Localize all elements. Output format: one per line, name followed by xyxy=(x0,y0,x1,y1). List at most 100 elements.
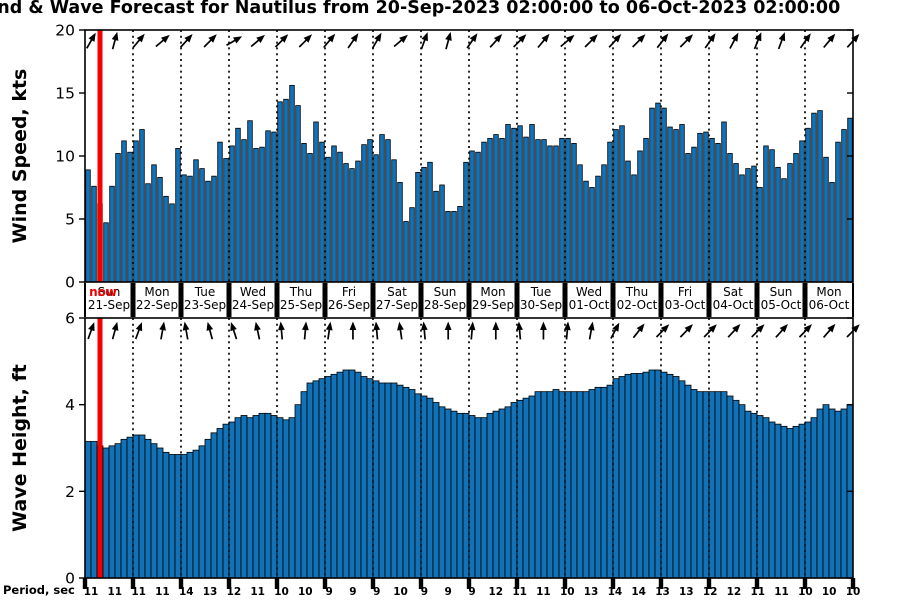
wave-bar xyxy=(474,417,482,579)
wind-bar xyxy=(223,158,229,283)
wind-bar xyxy=(769,149,775,283)
period-value: 9 xyxy=(468,586,475,598)
bottom-day-tick xyxy=(706,578,712,589)
period-value: 14 xyxy=(608,586,623,598)
wind-bar xyxy=(493,134,499,283)
wave-bar xyxy=(792,425,800,579)
wave-bar xyxy=(240,415,248,579)
wind-bar xyxy=(679,124,685,283)
day-name-label: Wed xyxy=(240,285,266,299)
wind-y-tick-label: 20 xyxy=(55,22,75,40)
wind-bar xyxy=(457,205,463,283)
wind-bar xyxy=(409,207,415,283)
wind-bar xyxy=(733,163,739,283)
wave-bar xyxy=(456,412,464,579)
wind-direction-arrow xyxy=(111,31,119,50)
wind-direction-arrow xyxy=(393,34,408,48)
day-divider xyxy=(466,283,472,317)
wind-direction-arrow xyxy=(203,34,217,48)
wave-bar xyxy=(114,443,122,579)
day-name-label: Mon xyxy=(144,285,169,299)
wind-bar xyxy=(637,150,643,283)
wave-bar xyxy=(432,402,440,579)
wave-bar xyxy=(630,373,638,579)
wave-direction-arrows xyxy=(87,321,860,340)
period-value: 12 xyxy=(227,586,242,598)
wind-bar xyxy=(565,137,571,283)
wind-bar xyxy=(175,148,181,283)
wind-bar xyxy=(325,156,331,283)
wind-bar xyxy=(577,164,583,283)
bottom-day-tick xyxy=(82,578,88,589)
wave-direction-arrow xyxy=(587,321,595,340)
wave-bar xyxy=(522,397,530,579)
wind-bar xyxy=(463,161,469,283)
wind-bar xyxy=(631,174,637,283)
wind-bar xyxy=(613,129,619,283)
wind-bar xyxy=(667,126,673,283)
wind-bar xyxy=(589,187,595,283)
wave-bar xyxy=(360,376,368,579)
wind-bar xyxy=(289,85,295,283)
wind-bar xyxy=(319,141,325,283)
day-name-label: Thu xyxy=(625,285,649,299)
wave-bar xyxy=(714,391,722,579)
wind-bar xyxy=(145,183,151,283)
wind-bar xyxy=(277,101,283,283)
day-name-label: Sat xyxy=(723,285,743,299)
wind-direction-arrow xyxy=(729,32,739,49)
wind-bar xyxy=(727,153,733,283)
wind-bar xyxy=(511,127,517,283)
wave-bar xyxy=(732,399,740,579)
wave-bar xyxy=(246,417,254,579)
wave-bar xyxy=(708,391,716,579)
period-label: Period, sec xyxy=(3,583,75,597)
period-value: 10 xyxy=(298,586,313,598)
day-date-label: 24-Sep xyxy=(232,298,274,312)
wave-bar xyxy=(678,380,686,579)
period-value: 10 xyxy=(274,586,289,598)
wind-direction-arrow xyxy=(704,33,716,49)
bottom-day-tick xyxy=(562,578,568,589)
wave-bar xyxy=(816,408,824,579)
wave-direction-arrow xyxy=(516,321,523,340)
wave-bar xyxy=(552,389,560,579)
wave-bar xyxy=(672,376,680,579)
wave-bar xyxy=(300,391,308,579)
wind-direction-arrow xyxy=(799,33,811,49)
wind-bar xyxy=(385,139,391,283)
wind-direction-arrow xyxy=(584,34,598,48)
period-value: 12 xyxy=(727,586,742,598)
wave-bar xyxy=(438,406,446,579)
wave-bar xyxy=(444,408,452,579)
wind-bar xyxy=(109,185,115,283)
wave-y-tick-label: 0 xyxy=(65,570,75,588)
wave-direction-arrow xyxy=(655,324,670,338)
wave-bar xyxy=(822,404,830,579)
wave-bar xyxy=(756,415,764,579)
wind-bar xyxy=(241,139,247,283)
wave-bar xyxy=(408,389,416,579)
day-date-label: 21-Sep xyxy=(88,298,130,312)
wave-bar xyxy=(348,369,356,579)
day-divider xyxy=(226,283,232,317)
wind-bar xyxy=(847,117,853,283)
wind-ylabel: Wind Speed, kts xyxy=(9,69,31,244)
wave-direction-arrow xyxy=(87,322,95,340)
bottom-day-tick xyxy=(610,578,616,589)
wind-bar xyxy=(517,125,523,283)
wave-bar xyxy=(618,376,626,579)
wave-bar xyxy=(372,380,380,579)
wind-bar xyxy=(721,121,727,283)
wind-bar xyxy=(283,98,289,283)
wind-bar xyxy=(193,159,199,283)
period-value: 11 xyxy=(155,586,170,598)
wave-bar xyxy=(216,428,224,579)
wave-bar xyxy=(144,438,152,579)
wave-bar xyxy=(498,408,506,579)
wind-bar xyxy=(301,142,307,283)
wind-bar xyxy=(397,182,403,283)
now-line-wave xyxy=(97,318,103,578)
day-divider xyxy=(370,283,376,317)
wind-bar xyxy=(253,148,259,283)
